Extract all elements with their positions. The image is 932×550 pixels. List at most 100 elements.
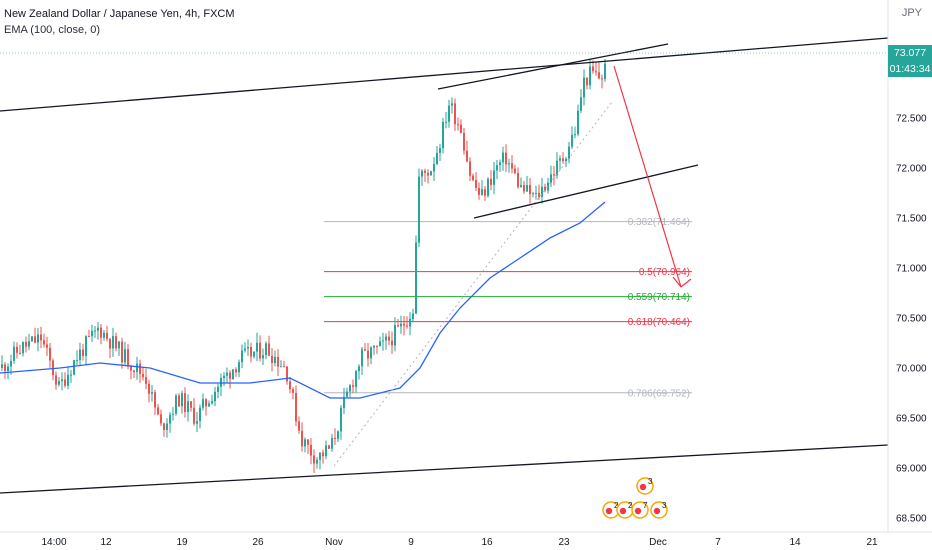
- candle-body: [550, 174, 552, 183]
- event-marker[interactable]: 7: [631, 501, 649, 519]
- candle-body: [421, 170, 423, 177]
- candle-body: [292, 389, 294, 393]
- candle-body: [361, 349, 363, 367]
- candle-body: [466, 150, 468, 162]
- candle-body: [181, 393, 183, 407]
- candlestick-series: [1, 58, 606, 473]
- economic-events[interactable]: 2 2 7 3 3: [602, 477, 668, 519]
- candle-body: [385, 336, 387, 341]
- candle-body: [319, 452, 321, 460]
- candle-body: [82, 349, 84, 357]
- candle-body: [460, 124, 462, 133]
- price-axis[interactable]: 73.00072.50072.00071.50071.00070.50070.0…: [887, 0, 932, 532]
- y-tick-label: 69.500: [896, 414, 927, 425]
- candle-body: [49, 347, 51, 361]
- candle-body: [358, 366, 360, 372]
- candle-body: [52, 360, 54, 376]
- candle-body: [46, 344, 48, 348]
- candle-body: [187, 401, 189, 412]
- candle-body: [493, 170, 495, 185]
- candle-body: [427, 172, 429, 176]
- candle-body: [583, 77, 585, 98]
- candle-body: [322, 452, 324, 457]
- candle-body: [217, 386, 219, 392]
- candle-body: [10, 360, 12, 367]
- candle-body: [151, 392, 153, 394]
- y-tick-label: 70.500: [896, 314, 927, 325]
- ema-indicator-label[interactable]: EMA (100, close, 0): [4, 24, 100, 36]
- channel-upper-line: [0, 37, 889, 112]
- candle-body: [409, 318, 411, 327]
- candle-body: [478, 187, 480, 195]
- candle-body: [511, 163, 513, 169]
- event-marker[interactable]: 3: [636, 477, 654, 495]
- fib-level-label: 0.5(70.964): [639, 267, 690, 278]
- candle-body: [325, 445, 327, 457]
- y-tick-label: 72.000: [896, 164, 927, 175]
- candle-body: [469, 161, 471, 176]
- candle-body: [367, 350, 369, 359]
- candle-body: [502, 152, 504, 163]
- candle-body: [526, 185, 528, 192]
- candle-body: [61, 379, 63, 382]
- candle-body: [7, 366, 9, 372]
- candle-body: [496, 165, 498, 171]
- candle-body: [406, 325, 408, 327]
- event-marker[interactable]: 2: [616, 501, 634, 519]
- candle-body: [85, 336, 87, 357]
- candle-body: [64, 379, 66, 386]
- candle-body: [553, 174, 555, 176]
- candle-body: [34, 336, 36, 343]
- currency-label: JPY: [901, 7, 922, 19]
- candle-body: [211, 401, 213, 404]
- candle-body: [415, 242, 417, 314]
- candle-body: [28, 341, 30, 347]
- time-axis[interactable]: 14:00 12 19 26 Nov 9 16 23 Dec 7 14 21: [0, 531, 932, 548]
- x-tick-label: 16: [481, 537, 493, 548]
- flag-icon: [639, 483, 647, 491]
- x-tick-label: 14:00: [41, 537, 66, 548]
- candle-body: [196, 421, 198, 424]
- candle-body: [115, 336, 117, 349]
- x-tick-label: 26: [252, 537, 264, 548]
- candle-body: [142, 373, 144, 378]
- candle-body: [346, 391, 348, 397]
- event-count: 7: [643, 501, 648, 510]
- candle-body: [559, 158, 561, 161]
- candle-body: [97, 327, 99, 331]
- candle-body: [100, 327, 102, 338]
- candle-body: [520, 184, 522, 187]
- candle-body: [22, 341, 24, 354]
- candle-body: [472, 175, 474, 181]
- candle-body: [334, 437, 336, 439]
- candle-body: [232, 369, 234, 379]
- candle-body: [235, 369, 237, 373]
- fib-level-label: 0.786(69.752): [628, 388, 690, 399]
- candle-body: [286, 366, 288, 382]
- wedge-upper-line: [437, 43, 669, 90]
- candle-body: [229, 372, 231, 379]
- candle-body: [274, 356, 276, 363]
- candle-body: [544, 186, 546, 191]
- candle-body: [424, 170, 426, 173]
- candle-body: [388, 336, 390, 341]
- projection-arrow: [613, 65, 692, 288]
- candle-body: [205, 399, 207, 407]
- candle-body: [337, 431, 339, 439]
- candle-body: [568, 146, 570, 159]
- candle-body: [343, 396, 345, 408]
- candle-body: [349, 385, 351, 392]
- candle-body: [268, 343, 270, 356]
- x-tick-label: 7: [715, 537, 721, 548]
- candle-body: [592, 66, 594, 72]
- candle-body: [433, 164, 435, 172]
- event-marker[interactable]: 3: [650, 501, 668, 519]
- candle-body: [571, 134, 573, 147]
- candle-body: [154, 392, 156, 408]
- candle-body: [382, 340, 384, 342]
- candle-body: [169, 414, 171, 424]
- candle-body: [400, 323, 402, 327]
- candle-body: [589, 66, 591, 86]
- candle-body: [448, 105, 450, 122]
